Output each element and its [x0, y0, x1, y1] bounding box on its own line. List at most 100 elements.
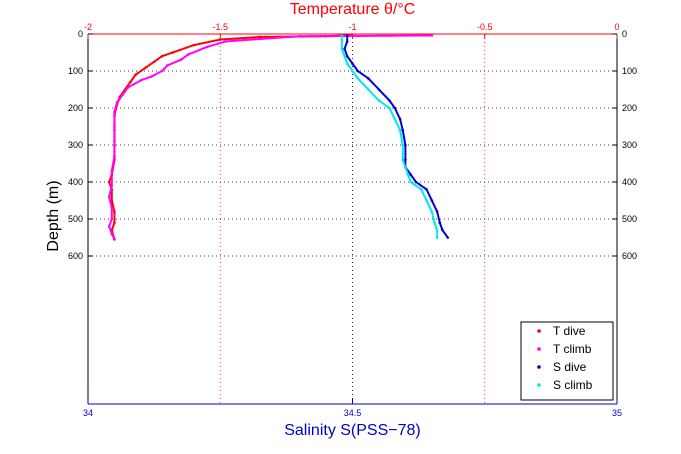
series-t-climb	[107, 34, 434, 241]
right-tick-label: 600	[622, 251, 637, 261]
data-trace	[401, 152, 404, 155]
right-tick-label: 0	[622, 29, 627, 39]
left-tick-label: 600	[68, 251, 83, 261]
data-trace	[113, 218, 116, 221]
data-point	[435, 228, 439, 232]
legend-marker	[537, 347, 541, 351]
data-trace	[113, 148, 116, 151]
temperature-axis-title: Temperature θ/°C	[290, 1, 416, 18]
data-trace	[346, 36, 349, 39]
data-point	[113, 140, 116, 143]
top-axis: -2 -1.5 -1 -0.5 0	[84, 22, 620, 39]
data-trace	[113, 145, 116, 148]
data-point	[110, 169, 114, 173]
legend: T dive T climb S dive S climb	[520, 321, 614, 401]
right-tick-label: 500	[622, 214, 637, 224]
left-tick-label: 100	[68, 66, 83, 76]
data-point	[435, 236, 439, 239]
data-trace	[436, 234, 439, 237]
data-trace	[113, 130, 116, 133]
data-trace	[113, 215, 116, 218]
data-trace	[404, 160, 407, 163]
data-trace	[113, 141, 116, 145]
data-point	[340, 34, 344, 38]
data-point	[401, 143, 405, 147]
data-point	[340, 40, 344, 43]
depth-axis-title: Depth (m)	[45, 180, 62, 251]
top-tick-label: -0.5	[477, 22, 493, 32]
left-tick-label: 300	[68, 140, 83, 150]
data-point	[446, 236, 450, 239]
data-trace	[113, 113, 116, 117]
data-trace	[401, 148, 404, 152]
data-trace	[113, 146, 116, 149]
data-point	[113, 125, 116, 128]
data-trace	[113, 112, 116, 115]
data-trace	[110, 181, 113, 184]
data-trace	[110, 214, 113, 217]
data-point	[113, 238, 116, 241]
top-tick-label: -1.5	[212, 22, 228, 32]
right-tick-label: 200	[622, 103, 637, 113]
legend-marker	[537, 329, 541, 333]
data-trace	[110, 209, 113, 213]
data-trace	[110, 208, 113, 211]
data-trace	[436, 230, 439, 234]
data-trace	[401, 150, 404, 153]
data-trace	[110, 193, 113, 196]
data-trace	[404, 153, 407, 156]
data-point	[113, 210, 116, 213]
left-tick-label: 200	[68, 103, 83, 113]
data-trace	[113, 150, 116, 153]
left-tick-label: 500	[68, 214, 83, 224]
bottom-axis: 34 34.5 35	[83, 399, 622, 418]
data-trace	[110, 174, 113, 177]
data-trace	[113, 127, 116, 130]
data-point	[404, 143, 407, 147]
data-trace	[113, 133, 116, 136]
data-trace	[404, 148, 407, 152]
legend-box	[520, 321, 614, 401]
data-trace	[346, 38, 349, 41]
gridlines	[88, 34, 617, 404]
bottom-tick-label: 34	[83, 408, 93, 418]
data-trace	[340, 45, 344, 49]
data-trace	[113, 136, 116, 140]
data-trace	[404, 145, 407, 148]
data-trace	[404, 150, 407, 153]
top-tick-label: 0	[614, 22, 619, 32]
data-trace	[340, 42, 344, 45]
data-trace	[340, 38, 344, 41]
data-trace	[401, 147, 404, 150]
data-trace	[113, 131, 116, 135]
data-trace	[110, 194, 113, 197]
data-trace	[113, 213, 116, 216]
data-trace	[113, 117, 116, 120]
data-trace	[110, 196, 113, 199]
data-trace	[113, 120, 116, 123]
data-trace	[113, 122, 116, 125]
legend-label: S climb	[553, 378, 593, 392]
legend-marker	[537, 365, 541, 369]
data-trace	[110, 211, 113, 214]
data-series	[107, 33, 450, 241]
right-axis: 0 100 200 300 400 500 600	[612, 29, 637, 261]
data-point	[345, 34, 349, 38]
data-trace	[110, 171, 113, 174]
data-trace	[110, 179, 113, 182]
data-trace	[404, 147, 407, 150]
top-tick-label: -2	[84, 22, 92, 32]
left-tick-label: 400	[68, 177, 83, 187]
data-trace	[113, 216, 116, 220]
data-trace	[404, 152, 407, 155]
data-trace	[436, 232, 439, 235]
data-trace	[113, 135, 116, 138]
data-trace	[110, 173, 113, 176]
legend-label: T dive	[553, 324, 586, 338]
series-s-climb	[340, 34, 439, 239]
data-trace	[340, 44, 344, 47]
data-trace	[404, 155, 407, 158]
series-s-dive	[343, 34, 450, 239]
top-tick-label: -1	[348, 22, 356, 32]
